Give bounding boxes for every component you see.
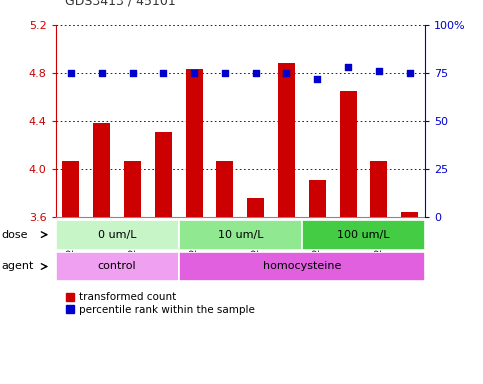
Text: homocysteine: homocysteine [263, 262, 341, 271]
Bar [124, 161, 141, 217]
Point [128, 70, 136, 76]
Text: 100 um/L: 100 um/L [337, 230, 390, 240]
Point [67, 70, 75, 76]
Text: GDS3413 / 45101: GDS3413 / 45101 [65, 0, 176, 8]
Bar [302, 220, 425, 250]
Point [344, 64, 352, 70]
Bar [278, 63, 295, 217]
Point [98, 70, 106, 76]
Text: control: control [98, 262, 136, 271]
Bar [93, 123, 110, 217]
Bar [56, 220, 179, 250]
Bar [179, 252, 425, 281]
Bar [56, 252, 179, 281]
Bar [340, 91, 356, 217]
Point [313, 76, 321, 82]
Point [406, 70, 413, 76]
Bar [216, 161, 233, 217]
Legend: transformed count, percentile rank within the sample: transformed count, percentile rank withi… [66, 293, 255, 315]
Bar [247, 198, 264, 217]
Bar [62, 161, 79, 217]
Bar [185, 70, 202, 217]
Point [283, 70, 290, 76]
Text: dose: dose [1, 230, 28, 240]
Text: 0 um/L: 0 um/L [98, 230, 136, 240]
Point [190, 70, 198, 76]
Text: 10 um/L: 10 um/L [217, 230, 263, 240]
Bar [309, 180, 326, 217]
Point [252, 70, 259, 76]
Point [159, 70, 167, 76]
Bar [179, 220, 302, 250]
Bar [370, 161, 387, 217]
Text: agent: agent [1, 262, 33, 271]
Bar [155, 132, 172, 217]
Point [375, 68, 383, 74]
Point [221, 70, 229, 76]
Bar [401, 212, 418, 217]
